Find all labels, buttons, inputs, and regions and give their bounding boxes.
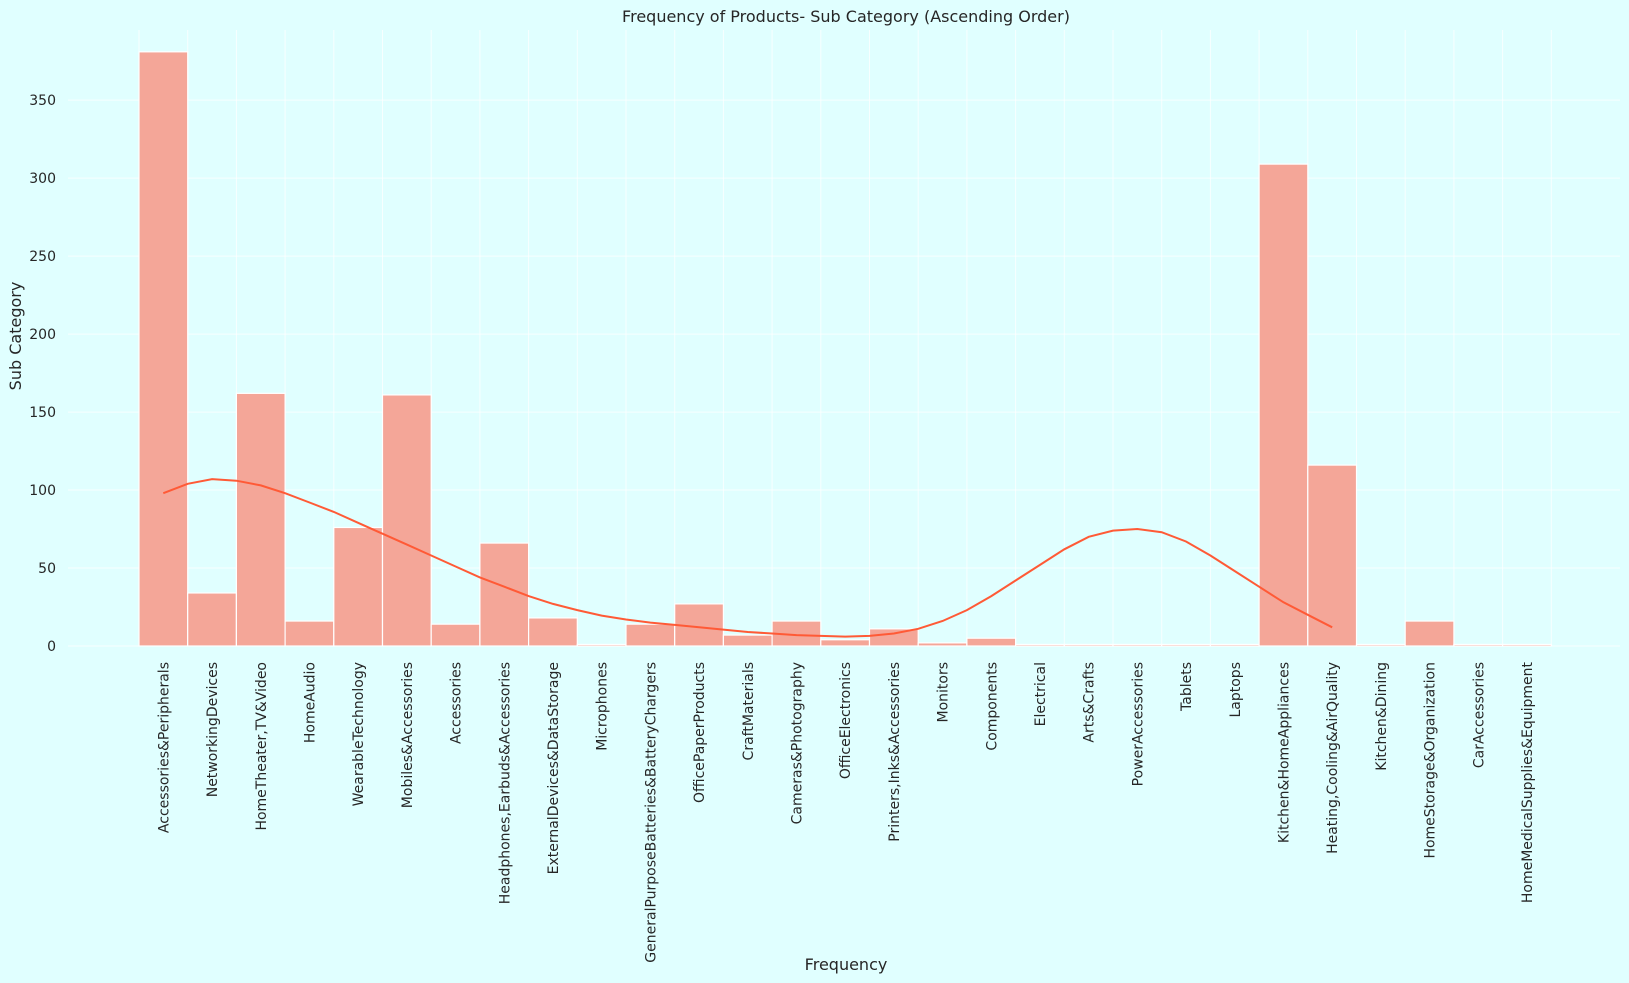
x-tick-label: Laptops — [1228, 662, 1244, 718]
y-tick-label: 150 — [29, 405, 56, 421]
x-tick-label: Cameras&Photography — [789, 662, 805, 824]
x-tick-label: OfficePaperProducts — [692, 662, 708, 803]
bar — [917, 642, 968, 647]
bar — [1161, 643, 1211, 647]
y-axis-title: Sub Category — [6, 282, 25, 391]
y-tick-label: 250 — [29, 249, 56, 265]
y-tick-label: 200 — [29, 327, 56, 343]
x-tick-label: Mobiles&Accessories — [400, 662, 416, 808]
x-tick-label: Microphones — [595, 662, 611, 751]
x-tick-label: Kitchen&HomeAppliances — [1276, 662, 1292, 843]
bar — [625, 623, 676, 647]
bar — [284, 620, 335, 647]
bar — [138, 51, 189, 647]
bar — [333, 526, 384, 647]
bar — [576, 643, 627, 647]
x-tick-label: Headphones,Earbuds&Accessories — [497, 662, 513, 904]
x-tick-label: Tablets — [1179, 662, 1195, 712]
bar — [1355, 643, 1406, 647]
x-tick-label: Kitchen&Dining — [1374, 662, 1390, 771]
x-tick-label: WearableTechnology — [351, 662, 367, 806]
bar — [1014, 643, 1065, 647]
y-tick-label: 50 — [38, 561, 56, 577]
x-tick-label: GeneralPurposeBatteries&BatteryChargers — [643, 662, 659, 963]
x-tick-label: Monitors — [936, 662, 952, 723]
y-tick-label: 100 — [29, 483, 56, 499]
bar — [1307, 464, 1358, 647]
x-axis-ticks: Accessories&Peripherals NetworkingDevices… — [156, 662, 1536, 963]
x-tick-label: NetworkingDevices — [205, 662, 221, 797]
x-tick-label: Printers,Inks&Accessories — [887, 662, 903, 842]
x-tick-label: HomeMedicalSupplies&Equipment — [1520, 662, 1536, 904]
x-tick-label: Heating,Cooling&AirQuality — [1325, 662, 1341, 854]
x-tick-label: Electrical — [1033, 662, 1049, 726]
bar — [1209, 643, 1260, 647]
x-tick-label: ExternalDevices&DataStorage — [546, 662, 562, 874]
bar — [479, 542, 530, 647]
bar — [868, 628, 919, 647]
x-tick-label: OfficeElectronics — [838, 662, 854, 779]
kde-line — [162, 478, 1333, 638]
grid-layer — [68, 30, 1620, 647]
y-tick-label: 300 — [29, 171, 56, 187]
x-tick-label: HomeStorage&Organization — [1423, 662, 1439, 859]
x-tick-label: CraftMaterials — [741, 662, 757, 760]
y-axis-ticks: 0 50 100 150 200 250 300 350 — [29, 93, 56, 655]
bar — [235, 392, 286, 647]
bar — [820, 639, 871, 647]
bar — [722, 634, 773, 647]
bar — [1063, 643, 1114, 647]
chart-title: Frequency of Products- Sub Category (Asc… — [622, 7, 1070, 26]
x-tick-label: Components — [984, 662, 1000, 751]
x-tick-label: Accessories — [449, 662, 465, 744]
x-tick-label: PowerAccessories — [1130, 662, 1146, 786]
x-tick-label: CarAccessories — [1471, 662, 1487, 768]
x-tick-label: HomeTheater,TV&Video — [254, 662, 270, 831]
y-tick-label: 0 — [47, 639, 56, 655]
bar — [1112, 643, 1163, 647]
bar — [966, 637, 1017, 647]
x-tick-label: Arts&Crafts — [1082, 662, 1098, 743]
bar — [381, 394, 432, 647]
bar — [187, 592, 237, 647]
x-axis-title: Frequency — [805, 955, 888, 974]
x-tick-label: HomeAudio — [302, 662, 318, 743]
kde-layer — [162, 478, 1333, 638]
bar — [430, 623, 481, 647]
bar — [1453, 643, 1504, 647]
bar — [1404, 620, 1455, 647]
y-tick-label: 350 — [29, 93, 56, 109]
bar — [527, 617, 578, 647]
bar — [1501, 643, 1552, 647]
x-tick-label: Accessories&Peripherals — [156, 662, 172, 833]
bar — [1258, 163, 1309, 647]
bars-layer — [138, 51, 1552, 647]
